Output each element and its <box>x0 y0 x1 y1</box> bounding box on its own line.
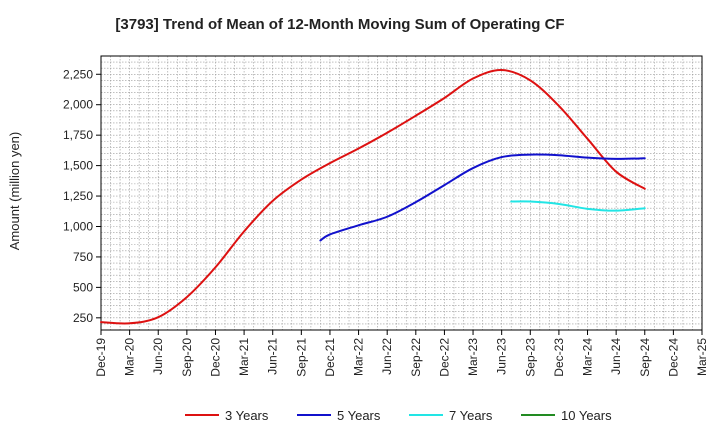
series-line-7-years <box>510 200 646 212</box>
plot-frame <box>100 55 703 331</box>
x-tick-label: Mar-24 <box>581 338 595 376</box>
legend-label-7-years: 7 Years <box>449 408 493 423</box>
y-axis-label: Amount (million yen) <box>7 132 22 251</box>
legend: 3 Years 5 Years 7 Years 10 Years <box>185 408 612 423</box>
series-line-5-years <box>319 153 646 242</box>
x-tick-label: Dec-23 <box>552 338 566 377</box>
y-axis: 250 500 750 1,000 1,250 1,500 1,750 2,000 2,250 <box>63 67 101 325</box>
x-tick-label: Dec-24 <box>666 338 680 377</box>
grid <box>101 56 702 330</box>
x-tick-label: Jun-24 <box>609 338 623 375</box>
y-tick-label: 2,000 <box>63 98 93 112</box>
y-tick-label: 1,000 <box>63 219 93 233</box>
x-tick-label: Sep-22 <box>409 338 423 377</box>
y-tick-label: 2,250 <box>63 67 93 81</box>
y-tick-label: 750 <box>73 250 93 264</box>
x-tick-label: Mar-22 <box>352 338 366 376</box>
x-tick-label: Dec-20 <box>208 338 222 377</box>
y-tick-label: 500 <box>73 280 93 294</box>
x-tick-label: Sep-21 <box>294 338 308 377</box>
series-lines <box>100 68 646 325</box>
x-tick-label: Mar-23 <box>466 338 480 376</box>
x-tick-label: Jun-21 <box>266 338 280 375</box>
y-tick-label: 1,500 <box>63 159 93 173</box>
series-line-3-years <box>100 68 646 325</box>
y-tick-label: 1,750 <box>63 128 93 142</box>
x-tick-label: Sep-20 <box>180 338 194 377</box>
x-tick-label: Jun-22 <box>380 338 394 375</box>
x-tick-label: Mar-20 <box>123 338 137 376</box>
x-tick-label: Jun-20 <box>151 338 165 375</box>
legend-label-5-years: 5 Years <box>337 408 381 423</box>
x-tick-label: Jun-23 <box>495 338 509 375</box>
x-tick-label: Sep-24 <box>638 338 652 377</box>
x-tick-label: Mar-21 <box>237 338 251 376</box>
x-tick-label: Dec-21 <box>323 338 337 377</box>
y-tick-label: 1,250 <box>63 189 93 203</box>
legend-label-3-years: 3 Years <box>225 408 269 423</box>
chart-title: [3793] Trend of Mean of 12-Month Moving … <box>115 16 564 33</box>
x-tick-label: Dec-22 <box>437 338 451 377</box>
x-axis: Dec-19 Mar-20 Jun-20 Sep-20 Dec-20 Mar-21 Jun-… <box>94 330 709 377</box>
x-tick-label: Sep-23 <box>523 338 537 377</box>
x-tick-label: Mar-25 <box>695 338 709 376</box>
y-tick-label: 250 <box>73 311 93 325</box>
x-tick-label: Dec-19 <box>94 338 108 377</box>
legend-label-10-years: 10 Years <box>561 408 612 423</box>
